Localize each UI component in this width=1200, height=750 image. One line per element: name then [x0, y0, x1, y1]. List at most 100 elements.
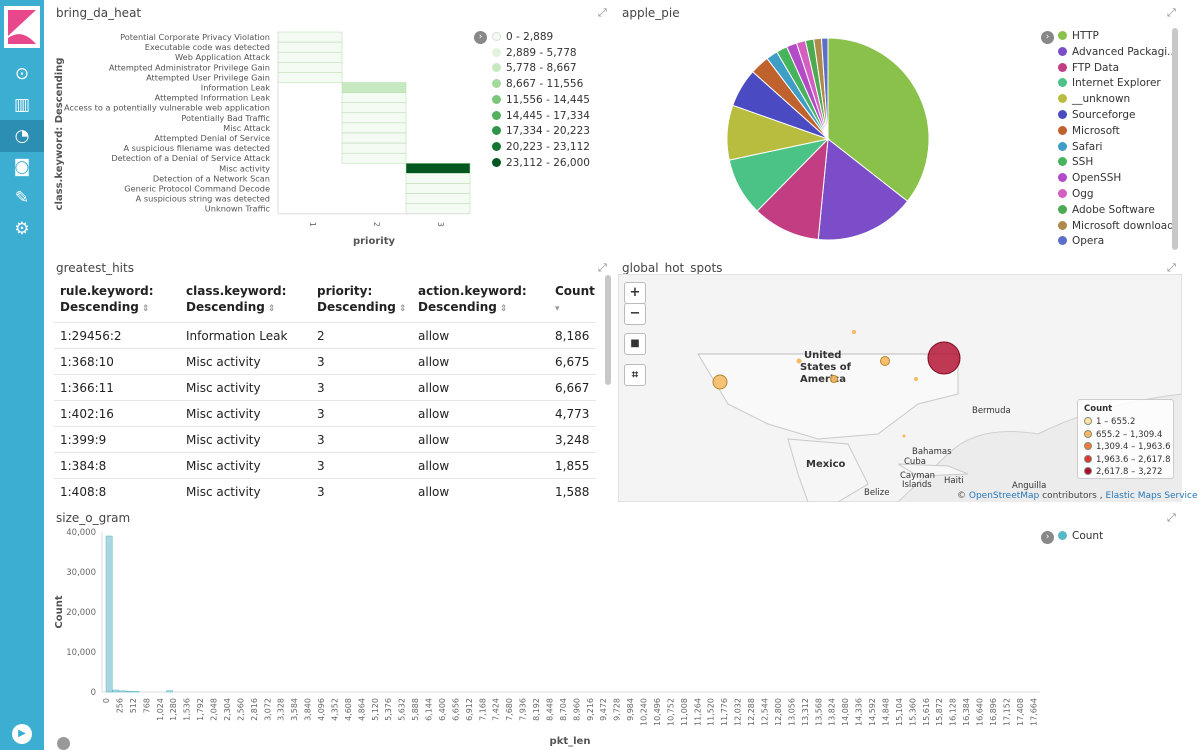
- column-header[interactable]: rule.keyword: Descending ⇕: [60, 283, 154, 317]
- fit-bounds-button[interactable]: ⌗: [624, 364, 646, 386]
- heat-cell[interactable]: [341, 122, 407, 134]
- heat-cell[interactable]: [405, 173, 471, 184]
- heat-cell[interactable]: [277, 72, 343, 83]
- heat-legend-item[interactable]: 11,556 - 14,445: [492, 94, 590, 106]
- pie-legend-item[interactable]: Microsoft download: [1058, 220, 1174, 232]
- heat-legend-item[interactable]: 17,334 - 20,223: [492, 125, 590, 137]
- heat-cell[interactable]: [341, 152, 407, 164]
- expand-icon[interactable]: ⤢: [598, 6, 607, 19]
- pie-legend-item[interactable]: OpenSSH: [1058, 172, 1121, 184]
- column-header[interactable]: class.keyword: Descending ⇕: [186, 283, 286, 317]
- pie-legend-item[interactable]: SSH: [1058, 156, 1093, 168]
- hist-bar[interactable]: [112, 689, 120, 693]
- nav-discover[interactable]: ⊙: [0, 58, 44, 90]
- nav-management[interactable]: ⚙: [0, 213, 44, 245]
- collapse-icon[interactable]: [57, 737, 70, 750]
- legend-scrollbar[interactable]: [1172, 28, 1178, 250]
- hist-bar[interactable]: [125, 690, 133, 693]
- column-header[interactable]: action.keyword: Descending ⇕: [418, 283, 527, 317]
- heat-cell[interactable]: [341, 82, 407, 93]
- table-scrollbar[interactable]: [605, 275, 611, 385]
- pie-legend-item[interactable]: Opera: [1058, 235, 1104, 247]
- heat-cell[interactable]: [277, 41, 343, 53]
- pie-legend-item[interactable]: FTP Data: [1058, 62, 1119, 74]
- expand-icon[interactable]: ⤢: [1167, 511, 1176, 524]
- nav-dashboard[interactable]: ◔: [0, 120, 44, 152]
- heat-legend-item[interactable]: 2,889 - 5,778: [492, 47, 577, 59]
- sort-icon[interactable]: ⇕: [499, 304, 508, 314]
- heat-cell[interactable]: [405, 193, 471, 204]
- heat-cell[interactable]: [341, 102, 407, 114]
- heat-cell[interactable]: [341, 112, 407, 124]
- legend-toggle-icon[interactable]: ›: [474, 31, 487, 44]
- hist-bar[interactable]: [132, 691, 140, 693]
- legend-swatch: [1058, 141, 1067, 151]
- map-label-cuba: Cuba: [904, 457, 926, 467]
- pie-legend-item[interactable]: HTTP: [1058, 30, 1099, 42]
- openstreetmap-link[interactable]: OpenStreetMap: [968, 491, 1040, 501]
- heat-legend-item[interactable]: 14,445 - 17,334: [492, 110, 590, 122]
- legend-label: Opera: [1072, 235, 1105, 248]
- table-row[interactable]: 1:384:8 Misc activity 3 allow 1,855: [54, 452, 596, 478]
- heat-cell[interactable]: [405, 163, 471, 174]
- heat-cell[interactable]: [277, 51, 343, 63]
- heat-cell[interactable]: [341, 132, 407, 144]
- sort-desc-icon[interactable]: ▾: [555, 304, 560, 314]
- heat-cell[interactable]: [341, 92, 407, 103]
- heat-legend-item[interactable]: 20,223 - 23,112: [492, 141, 590, 153]
- legend-toggle-icon[interactable]: ›: [1041, 31, 1054, 44]
- pie-slice[interactable]: [756, 137, 829, 241]
- hist-legend-item[interactable]: Count: [1058, 530, 1103, 542]
- hist-bar[interactable]: [119, 690, 126, 693]
- nav-dev-tools[interactable]: ✎: [0, 182, 44, 214]
- heat-cell[interactable]: [277, 31, 343, 43]
- table-row[interactable]: 1:366:11 Misc activity 3 allow 6,667: [54, 374, 596, 400]
- pie-legend-item[interactable]: Safari: [1058, 141, 1102, 153]
- elastic-maps-link[interactable]: Elastic Maps Service: [1105, 491, 1198, 501]
- pie-legend-item[interactable]: Internet Explorer: [1058, 77, 1161, 89]
- expand-icon[interactable]: ⤢: [1167, 261, 1176, 274]
- pie-legend-item[interactable]: Advanced Packagi...: [1058, 46, 1177, 58]
- legend-toggle-icon[interactable]: ›: [1041, 531, 1054, 544]
- collapse-nav-button[interactable]: ▶: [12, 724, 32, 744]
- zoom-out-button[interactable]: −: [624, 303, 646, 325]
- heat-cell[interactable]: [277, 62, 343, 73]
- pie-legend-item[interactable]: Adobe Software: [1058, 204, 1155, 216]
- sort-icon[interactable]: ⇕: [398, 304, 407, 314]
- expand-icon[interactable]: ⤢: [598, 261, 607, 274]
- table-row[interactable]: 1:408:8 Misc activity 3 allow 1,588: [54, 478, 596, 504]
- pie-legend-item[interactable]: __unknown: [1058, 93, 1130, 105]
- pie-slice[interactable]: [827, 37, 930, 202]
- pie-legend-item[interactable]: Microsoft: [1058, 125, 1120, 137]
- draw-rectangle-button[interactable]: ■: [624, 333, 646, 355]
- pie-slice[interactable]: [820, 37, 829, 140]
- table-row[interactable]: 1:29456:2 Information Leak 2 allow 8,186: [54, 322, 596, 348]
- heat-legend-item[interactable]: 5,778 - 8,667: [492, 62, 577, 74]
- heat-cell[interactable]: [341, 142, 407, 154]
- legend-swatch: [1058, 173, 1067, 183]
- expand-icon[interactable]: ⤢: [1167, 6, 1176, 19]
- legend-label: Adobe Software: [1072, 203, 1155, 216]
- pie-legend-item[interactable]: Sourceforge: [1058, 109, 1135, 121]
- column-header[interactable]: priority: Descending ⇕: [317, 283, 406, 317]
- sort-icon[interactable]: ⇕: [267, 304, 276, 314]
- nav-timelion[interactable]: ◙: [0, 151, 44, 183]
- hist-bar[interactable]: [166, 690, 173, 693]
- heat-legend-item[interactable]: 23,112 - 26,000: [492, 157, 590, 169]
- column-header[interactable]: Count ▾: [555, 283, 595, 317]
- heat-cell[interactable]: [405, 203, 471, 215]
- heat-legend-item[interactable]: 0 - 2,889: [492, 31, 553, 43]
- kibana-logo[interactable]: [4, 6, 40, 48]
- map-canvas[interactable]: [618, 274, 1182, 502]
- table-row[interactable]: 1:402:16 Misc activity 3 allow 4,773: [54, 400, 596, 426]
- table-row[interactable]: 1:399:9 Misc activity 3 allow 3,248: [54, 426, 596, 452]
- pie-legend-item[interactable]: Ogg: [1058, 188, 1094, 200]
- table-row[interactable]: 1:368:10 Misc activity 3 allow 6,675: [54, 348, 596, 374]
- heat-x-tick: 1: [308, 222, 317, 227]
- hist-bar[interactable]: [105, 535, 113, 693]
- heat-legend-item[interactable]: 8,667 - 11,556: [492, 78, 583, 90]
- sort-icon[interactable]: ⇕: [141, 304, 150, 314]
- heat-cell[interactable]: [405, 183, 471, 194]
- pie-slice[interactable]: [817, 138, 909, 241]
- nav-visualize[interactable]: ▥: [0, 89, 44, 121]
